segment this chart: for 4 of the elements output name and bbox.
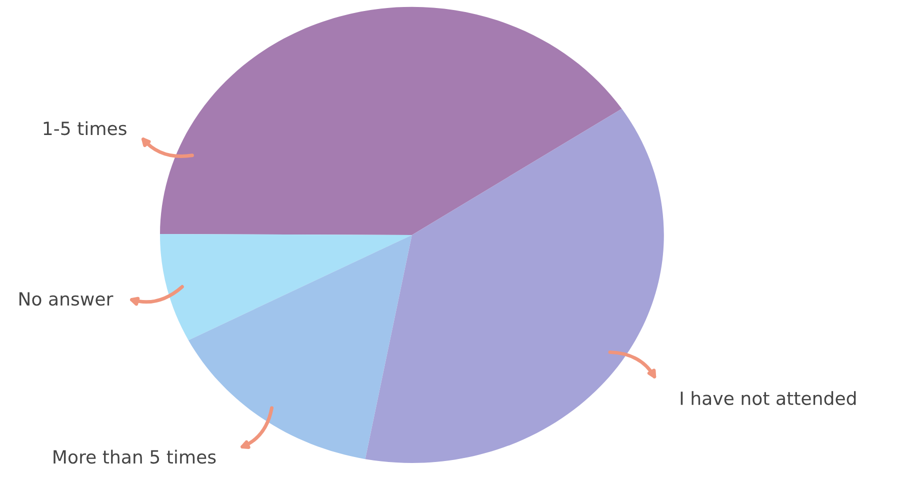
slice-label: I have not attended bbox=[680, 391, 856, 406]
slice-label: More than 5 times bbox=[54, 450, 216, 464]
slice-label: 1-5 times bbox=[44, 121, 126, 136]
slice-label: No answer bbox=[19, 292, 114, 306]
